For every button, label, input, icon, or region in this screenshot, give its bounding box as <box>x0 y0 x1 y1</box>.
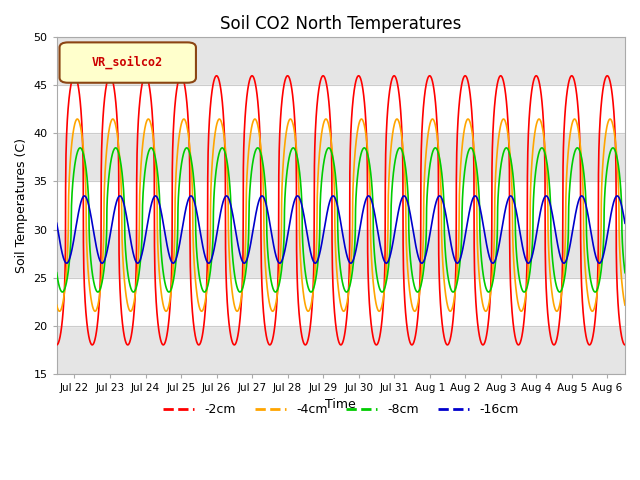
Legend: -2cm, -4cm, -8cm, -16cm: -2cm, -4cm, -8cm, -16cm <box>158 398 524 421</box>
Text: VR_soilco2: VR_soilco2 <box>92 56 163 69</box>
X-axis label: Time: Time <box>326 398 356 411</box>
FancyBboxPatch shape <box>60 42 196 83</box>
Bar <box>57 181 625 229</box>
Bar <box>57 277 625 325</box>
Bar <box>57 85 625 133</box>
Title: Soil CO2 North Temperatures: Soil CO2 North Temperatures <box>220 15 461 33</box>
Y-axis label: Soil Temperatures (C): Soil Temperatures (C) <box>15 138 28 273</box>
